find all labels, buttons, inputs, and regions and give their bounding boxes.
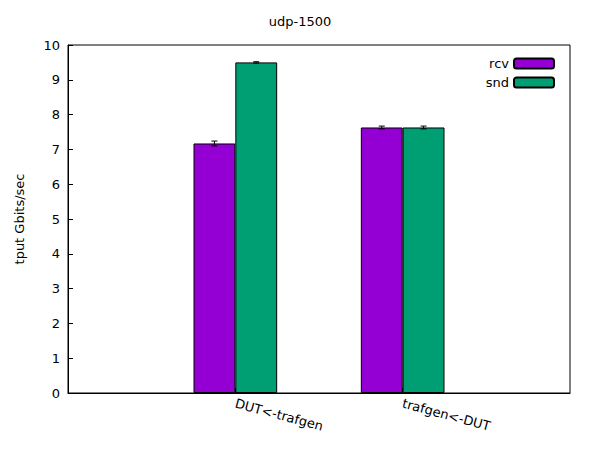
svg-text:7: 7 (52, 142, 60, 157)
svg-text:4: 4 (52, 246, 60, 261)
svg-text:6: 6 (52, 177, 60, 192)
svg-text:8: 8 (52, 107, 60, 122)
svg-text:9: 9 (52, 72, 60, 87)
svg-text:0: 0 (52, 386, 60, 401)
svg-text:3: 3 (52, 281, 60, 296)
svg-text:5: 5 (52, 212, 60, 227)
svg-text:10: 10 (43, 38, 60, 53)
svg-text:1: 1 (52, 351, 60, 366)
svg-text:trafgen<-DUT: trafgen<-DUT (401, 396, 492, 434)
svg-text:udp-1500: udp-1500 (269, 14, 332, 29)
svg-text:rcv: rcv (489, 56, 509, 71)
svg-text:2: 2 (52, 316, 60, 331)
svg-text:DUT<-trafgen: DUT<-trafgen (233, 396, 324, 434)
svg-text:snd: snd (486, 75, 509, 90)
svg-text:tput Gbits/sec: tput Gbits/sec (12, 174, 27, 265)
